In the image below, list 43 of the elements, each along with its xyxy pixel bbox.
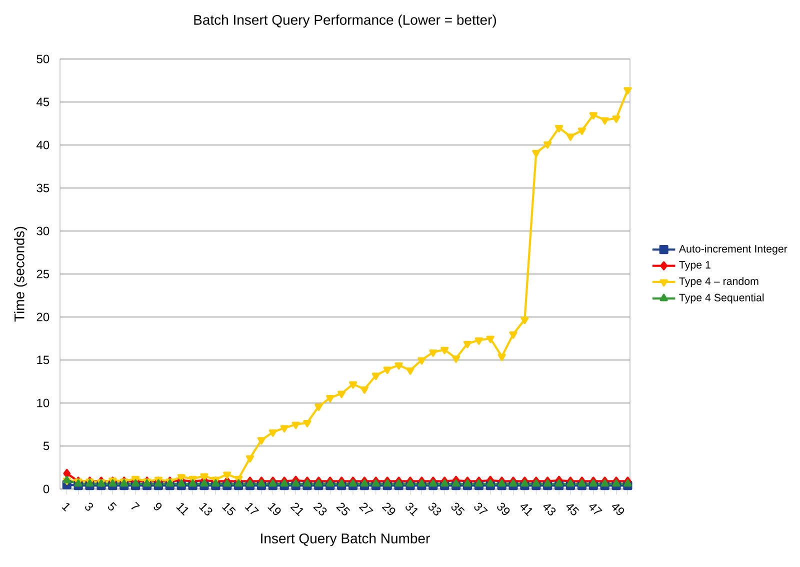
x-tick-label: 37 [474, 502, 488, 514]
x-tick-label: 31 [406, 502, 418, 516]
y-tick-label: 35 [36, 184, 50, 192]
x-tick-label: 7 [131, 502, 140, 510]
y-tick-label: 50 [36, 54, 50, 64]
y-tick-label: 10 [37, 398, 50, 408]
y-tick-label: 25 [36, 270, 50, 278]
x-tick-label: 47 [589, 504, 602, 514]
x-tick-label: 25 [336, 502, 350, 516]
legend-label: Type 1 [679, 261, 710, 271]
x-tick-label: 41 [520, 504, 532, 516]
x-tick-label: 11 [176, 503, 188, 516]
y-tick-label: 15 [37, 356, 50, 364]
x-tick-label: 9 [154, 502, 162, 510]
x-tick-label: 27 [358, 502, 374, 514]
y-tick-label: 20 [36, 312, 50, 322]
x-tick-label: 29 [382, 502, 396, 516]
y-tick-label: 45 [36, 98, 50, 106]
x-tick-label: 45 [566, 504, 580, 516]
x-tick-label: 3 [85, 502, 94, 511]
x-tick-label: 15 [222, 503, 236, 516]
chart-title: Batch Insert Query Performance (Lower = better) [194, 14, 496, 28]
x-tick-label: 21 [290, 502, 304, 516]
x-tick-label: 43 [543, 504, 556, 516]
x-tick-label: 13 [198, 503, 212, 516]
x-tick-label: 33 [428, 502, 442, 516]
x-tick-label: 39 [497, 502, 510, 516]
x-tick-label: 23 [313, 502, 327, 516]
y-tick-label: 5 [43, 442, 50, 450]
x-tick-label: 5 [108, 502, 117, 511]
legend-label: Auto-increment Integer [678, 244, 788, 255]
legend-label: Type 4 Sequential [679, 294, 764, 304]
x-tick-label: 1 [62, 503, 70, 512]
y-tick-label: 40 [36, 140, 50, 150]
legend-label: Type 4 – random [679, 277, 758, 288]
x-tick-label: 17 [244, 503, 260, 514]
x-tick-label: 19 [268, 503, 281, 516]
y-tick-label: 0 [43, 484, 50, 494]
x-tick-label: 35 [451, 502, 465, 516]
x-tick-label: 49 [612, 504, 624, 516]
y-axis-title: Time (seconds) [14, 226, 28, 322]
y-tick-label: 30 [36, 226, 50, 236]
x-axis-title: Insert Query Batch Number [261, 533, 430, 546]
